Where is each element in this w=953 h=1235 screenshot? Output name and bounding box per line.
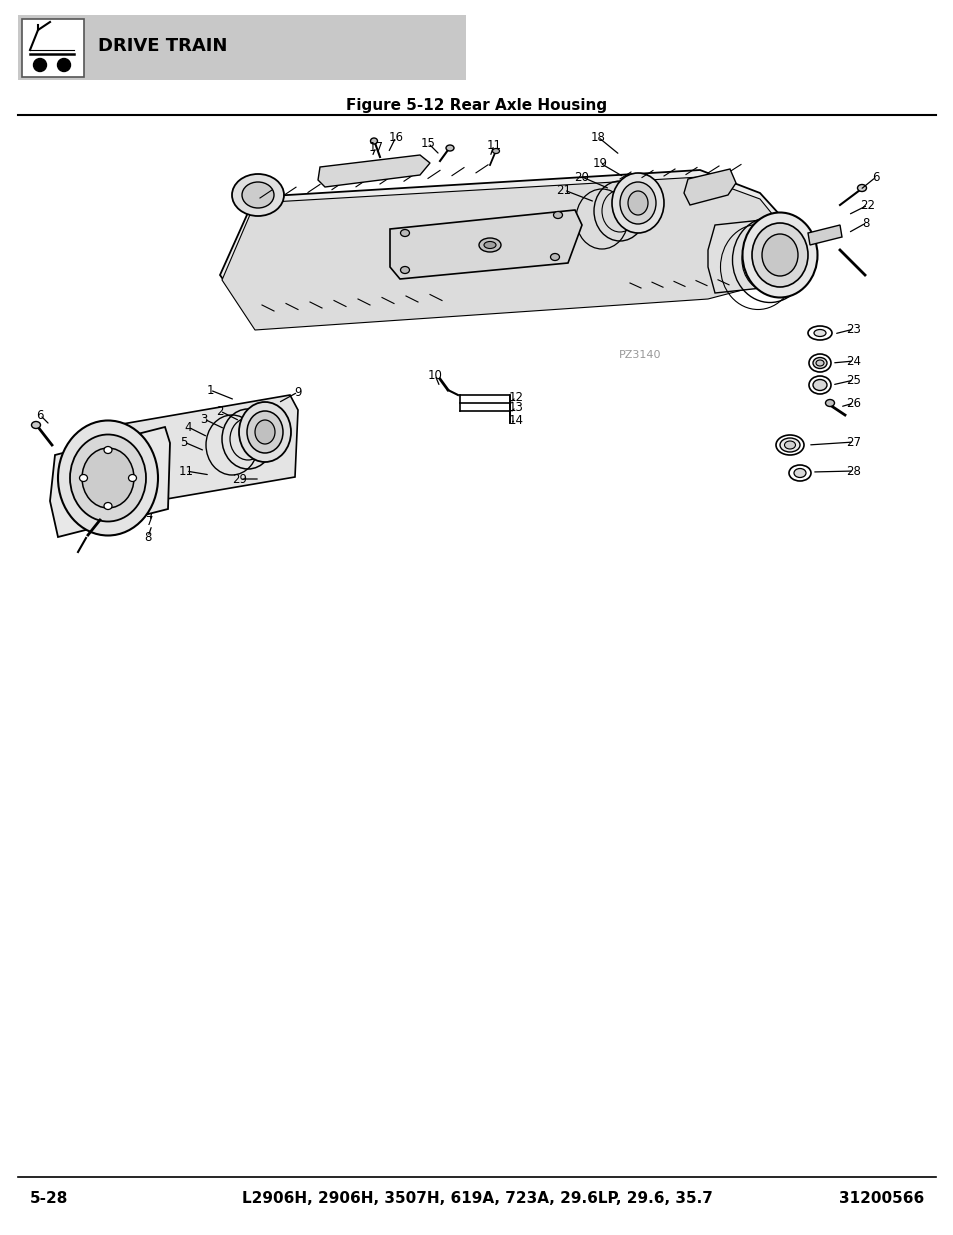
Ellipse shape (57, 58, 71, 72)
Text: 20: 20 (574, 170, 589, 184)
Text: 1: 1 (206, 384, 213, 396)
Ellipse shape (553, 211, 562, 219)
Ellipse shape (400, 230, 409, 236)
Ellipse shape (550, 253, 558, 261)
Ellipse shape (612, 173, 663, 233)
Text: 3: 3 (200, 412, 208, 426)
Text: 9: 9 (294, 385, 301, 399)
Text: 2: 2 (216, 405, 224, 417)
Ellipse shape (813, 330, 825, 336)
Text: 14: 14 (508, 414, 523, 426)
Text: 5-28: 5-28 (30, 1192, 69, 1207)
Text: 6: 6 (36, 409, 44, 421)
Ellipse shape (239, 403, 291, 462)
Text: 21: 21 (556, 184, 571, 196)
Ellipse shape (446, 144, 454, 151)
Ellipse shape (242, 182, 274, 207)
Polygon shape (683, 169, 735, 205)
Text: 11: 11 (178, 464, 193, 478)
Ellipse shape (492, 148, 499, 153)
Ellipse shape (79, 474, 88, 482)
Text: 4: 4 (184, 420, 192, 433)
Polygon shape (317, 156, 430, 186)
Ellipse shape (783, 441, 795, 450)
Ellipse shape (793, 468, 805, 478)
Text: 5: 5 (180, 436, 188, 448)
Ellipse shape (761, 233, 797, 275)
Text: 12: 12 (508, 390, 523, 404)
Ellipse shape (812, 357, 826, 368)
Ellipse shape (58, 420, 158, 536)
Ellipse shape (807, 326, 831, 340)
Text: Figure 5-12 Rear Axle Housing: Figure 5-12 Rear Axle Housing (346, 98, 607, 112)
FancyBboxPatch shape (18, 15, 465, 80)
Text: 25: 25 (845, 373, 861, 387)
Text: 15: 15 (420, 137, 435, 149)
Text: 13: 13 (508, 400, 523, 414)
Ellipse shape (82, 448, 133, 508)
Text: 31200566: 31200566 (838, 1192, 923, 1207)
Ellipse shape (815, 359, 823, 366)
Ellipse shape (780, 438, 800, 452)
Text: PZ3140: PZ3140 (618, 350, 660, 359)
Ellipse shape (104, 447, 112, 453)
Polygon shape (707, 217, 800, 293)
Text: 23: 23 (845, 322, 861, 336)
Ellipse shape (857, 184, 865, 191)
Ellipse shape (788, 466, 810, 480)
Text: 16: 16 (388, 131, 403, 143)
Ellipse shape (370, 138, 377, 144)
Text: 8: 8 (144, 531, 152, 543)
Polygon shape (222, 177, 794, 330)
Ellipse shape (808, 375, 830, 394)
Text: 19: 19 (592, 157, 607, 169)
Ellipse shape (254, 420, 274, 445)
Text: 6: 6 (871, 170, 879, 184)
Polygon shape (390, 210, 581, 279)
Polygon shape (100, 395, 297, 509)
Text: 24: 24 (845, 354, 861, 368)
Text: 26: 26 (845, 396, 861, 410)
Text: 17: 17 (368, 141, 383, 153)
Text: L2906H, 2906H, 3507H, 619A, 723A, 29.6LP, 29.6, 35.7: L2906H, 2906H, 3507H, 619A, 723A, 29.6LP… (241, 1192, 712, 1207)
Ellipse shape (808, 354, 830, 372)
Ellipse shape (775, 435, 803, 454)
Ellipse shape (483, 242, 496, 248)
Ellipse shape (33, 58, 47, 72)
Text: 29: 29 (233, 473, 247, 485)
Text: DRIVE TRAIN: DRIVE TRAIN (98, 37, 227, 56)
Ellipse shape (31, 421, 40, 429)
Ellipse shape (741, 212, 817, 298)
Bar (22, 19, 84, 77)
Ellipse shape (70, 435, 146, 521)
Ellipse shape (478, 238, 500, 252)
Polygon shape (807, 225, 841, 245)
Ellipse shape (812, 379, 826, 390)
Text: 7: 7 (146, 515, 153, 527)
Ellipse shape (232, 174, 284, 216)
Polygon shape (220, 170, 800, 325)
Ellipse shape (619, 182, 656, 224)
Ellipse shape (247, 411, 283, 453)
Ellipse shape (824, 399, 834, 406)
Text: 11: 11 (486, 138, 501, 152)
Text: 22: 22 (860, 199, 875, 211)
Text: 8: 8 (862, 216, 869, 230)
Ellipse shape (751, 224, 807, 287)
Text: 27: 27 (845, 436, 861, 448)
Text: 28: 28 (845, 464, 861, 478)
Ellipse shape (104, 503, 112, 510)
Ellipse shape (400, 267, 409, 273)
Text: 10: 10 (427, 368, 442, 382)
Text: 18: 18 (590, 131, 605, 143)
Polygon shape (50, 427, 170, 537)
Ellipse shape (129, 474, 136, 482)
Ellipse shape (627, 191, 647, 215)
